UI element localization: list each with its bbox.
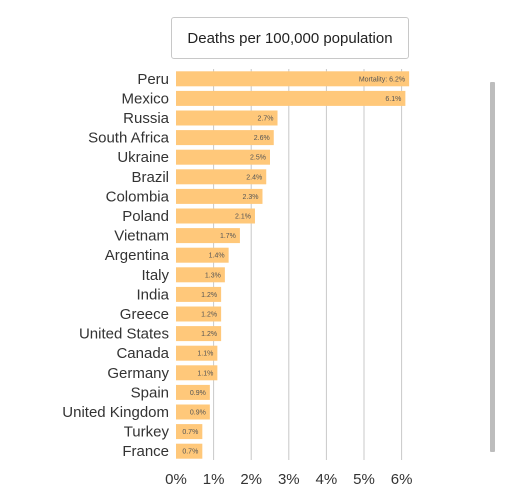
bar[interactable] — [176, 71, 410, 87]
data-label: 2.7% — [258, 116, 274, 123]
category-label: Russia — [123, 110, 170, 127]
data-label: 2.4% — [246, 174, 262, 181]
category-label: South Africa — [88, 130, 170, 147]
data-label: 0.9% — [190, 390, 206, 397]
bar[interactable] — [176, 384, 210, 400]
category-label: Argentina — [105, 247, 170, 264]
bar[interactable] — [176, 149, 270, 165]
bar[interactable] — [176, 247, 229, 263]
bar[interactable] — [176, 208, 255, 224]
data-label: 0.9% — [190, 410, 206, 417]
bar[interactable] — [176, 424, 203, 440]
x-tick-label: 6% — [391, 471, 413, 488]
x-tick-label: 4% — [316, 471, 338, 488]
vertical-scrollbar[interactable] — [490, 82, 495, 452]
data-label: 1.2% — [201, 331, 217, 338]
data-label: 2.6% — [254, 135, 270, 142]
bar[interactable] — [176, 443, 203, 459]
bar[interactable] — [176, 228, 240, 244]
category-label: Colombia — [106, 188, 170, 205]
bar[interactable] — [176, 267, 225, 283]
data-label: 2.5% — [250, 155, 266, 162]
category-label: India — [136, 286, 169, 303]
bar[interactable] — [176, 306, 222, 322]
category-label: Germany — [107, 365, 169, 382]
bar[interactable] — [176, 130, 274, 146]
data-label: 2.3% — [243, 194, 259, 201]
category-label: Vietnam — [114, 228, 169, 245]
x-tick-label: 2% — [240, 471, 262, 488]
data-label: 1.3% — [205, 272, 221, 279]
x-tick-label: 1% — [203, 471, 225, 488]
category-label: Italy — [141, 267, 169, 284]
data-label: 1.1% — [197, 370, 213, 377]
category-label: Canada — [116, 345, 169, 362]
x-tick-label: 5% — [353, 471, 375, 488]
bar[interactable] — [176, 169, 267, 185]
data-label: 1.1% — [197, 351, 213, 358]
data-label: 0.7% — [182, 449, 198, 456]
category-label: United States — [79, 326, 169, 343]
data-label: 1.7% — [220, 233, 236, 240]
data-label: 6.1% — [385, 96, 401, 103]
category-label: Turkey — [124, 424, 170, 441]
data-label: Mortality: 6.2% — [359, 76, 405, 83]
bar[interactable] — [176, 365, 218, 381]
bar[interactable] — [176, 286, 222, 302]
category-label: Spain — [131, 384, 169, 401]
bar[interactable] — [176, 326, 222, 342]
category-label: Ukraine — [117, 149, 169, 166]
bar[interactable] — [176, 188, 263, 204]
category-label: France — [122, 443, 169, 460]
data-label: 1.2% — [201, 312, 217, 319]
category-label: Mexico — [121, 90, 169, 107]
data-label: 1.4% — [209, 253, 225, 260]
category-label: Poland — [122, 208, 169, 225]
x-tick-label: 3% — [278, 471, 300, 488]
category-label: Peru — [137, 71, 169, 88]
bar[interactable] — [176, 90, 406, 106]
bar[interactable] — [176, 345, 218, 361]
data-label: 0.7% — [182, 429, 198, 436]
bar[interactable] — [176, 404, 210, 420]
category-label: Brazil — [131, 169, 169, 186]
x-tick-label: 0% — [165, 471, 187, 488]
chart-title: Deaths per 100,000 population — [171, 17, 409, 59]
bar[interactable] — [176, 110, 278, 126]
data-label: 2.1% — [235, 214, 251, 221]
category-label: United Kingdom — [62, 404, 169, 421]
data-label: 1.2% — [201, 292, 217, 299]
category-label: Greece — [120, 306, 169, 323]
